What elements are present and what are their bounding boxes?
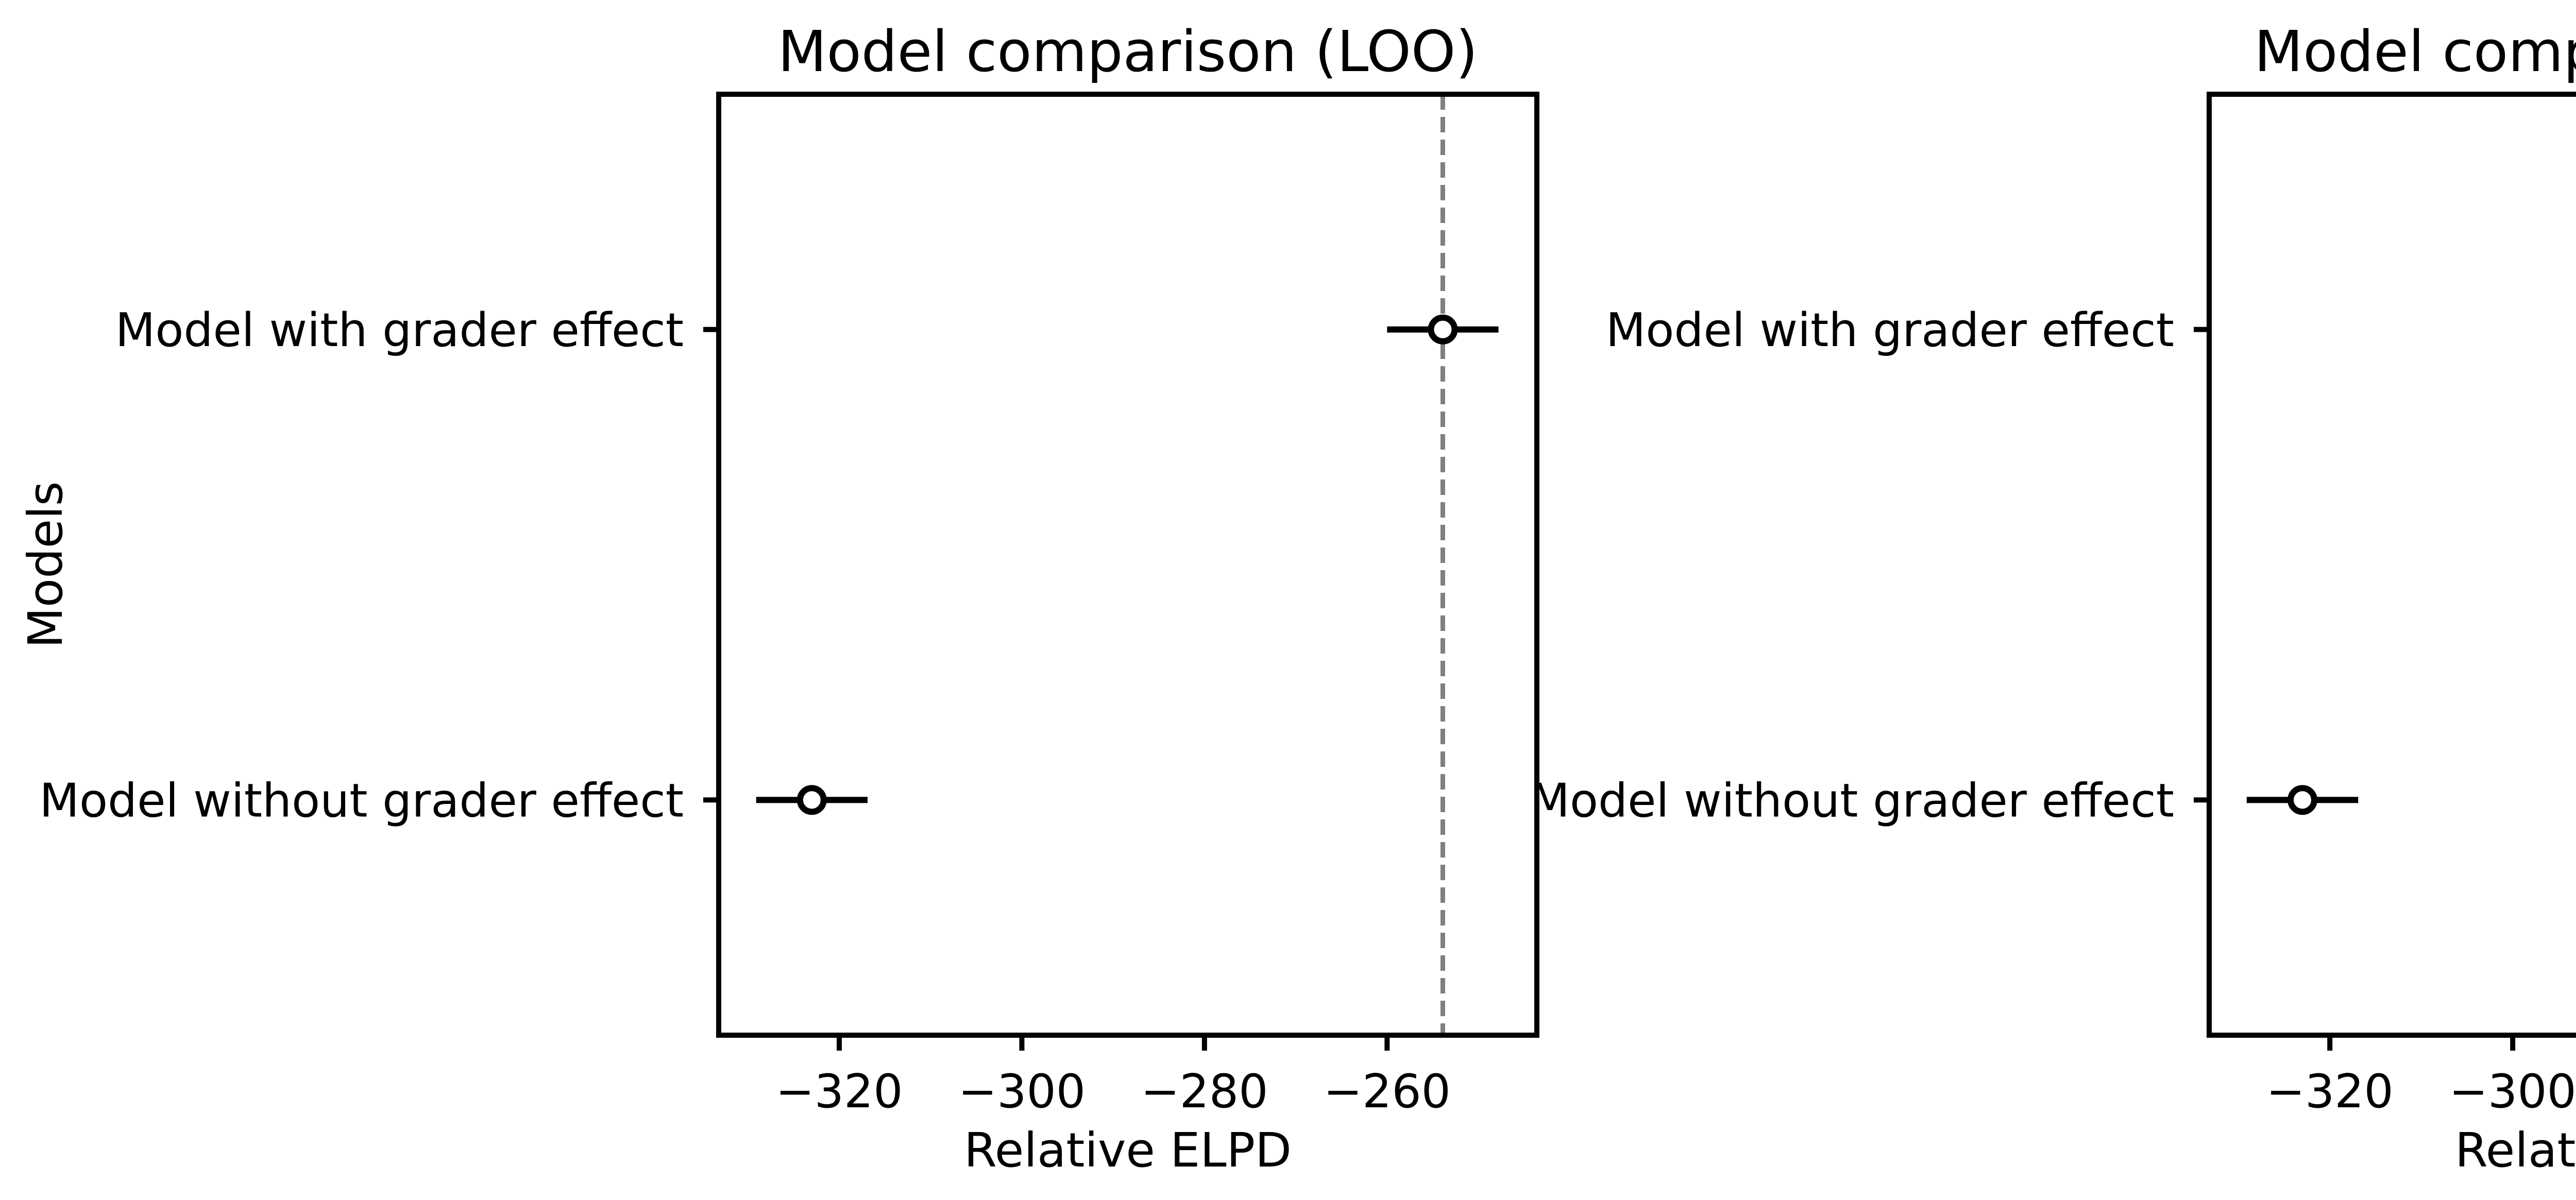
y-tick-label: Model without grader effect: [1530, 774, 2174, 828]
panel-title: Model comparison (LOO): [778, 19, 1478, 84]
plot-frame: [716, 92, 1539, 1038]
y-tick-label: Model without grader effect: [39, 774, 684, 828]
elpd-point-marker: [796, 785, 827, 815]
x-tick-label: −300: [2449, 1065, 2576, 1119]
x-axis-label: Relative ELPD: [2455, 1123, 2576, 1178]
plot-frame: [2207, 92, 2576, 1038]
x-tick-label: −280: [1141, 1065, 1268, 1119]
elpd-point-marker: [1428, 314, 1458, 345]
elpd-point-marker: [2287, 785, 2318, 815]
y-tick-label: Model with grader effect: [1606, 303, 2174, 357]
x-tick-label: −320: [2266, 1065, 2394, 1119]
panel-title: Model comparison (WAIC): [2254, 19, 2576, 84]
y-axis-label: Models: [18, 481, 73, 648]
x-tick-label: −320: [775, 1065, 903, 1119]
x-axis-label: Relative ELPD: [964, 1123, 1292, 1178]
y-tick-label: Model with grader effect: [115, 303, 684, 357]
x-tick-label: −260: [1324, 1065, 1451, 1119]
x-tick-label: −300: [958, 1065, 1086, 1119]
